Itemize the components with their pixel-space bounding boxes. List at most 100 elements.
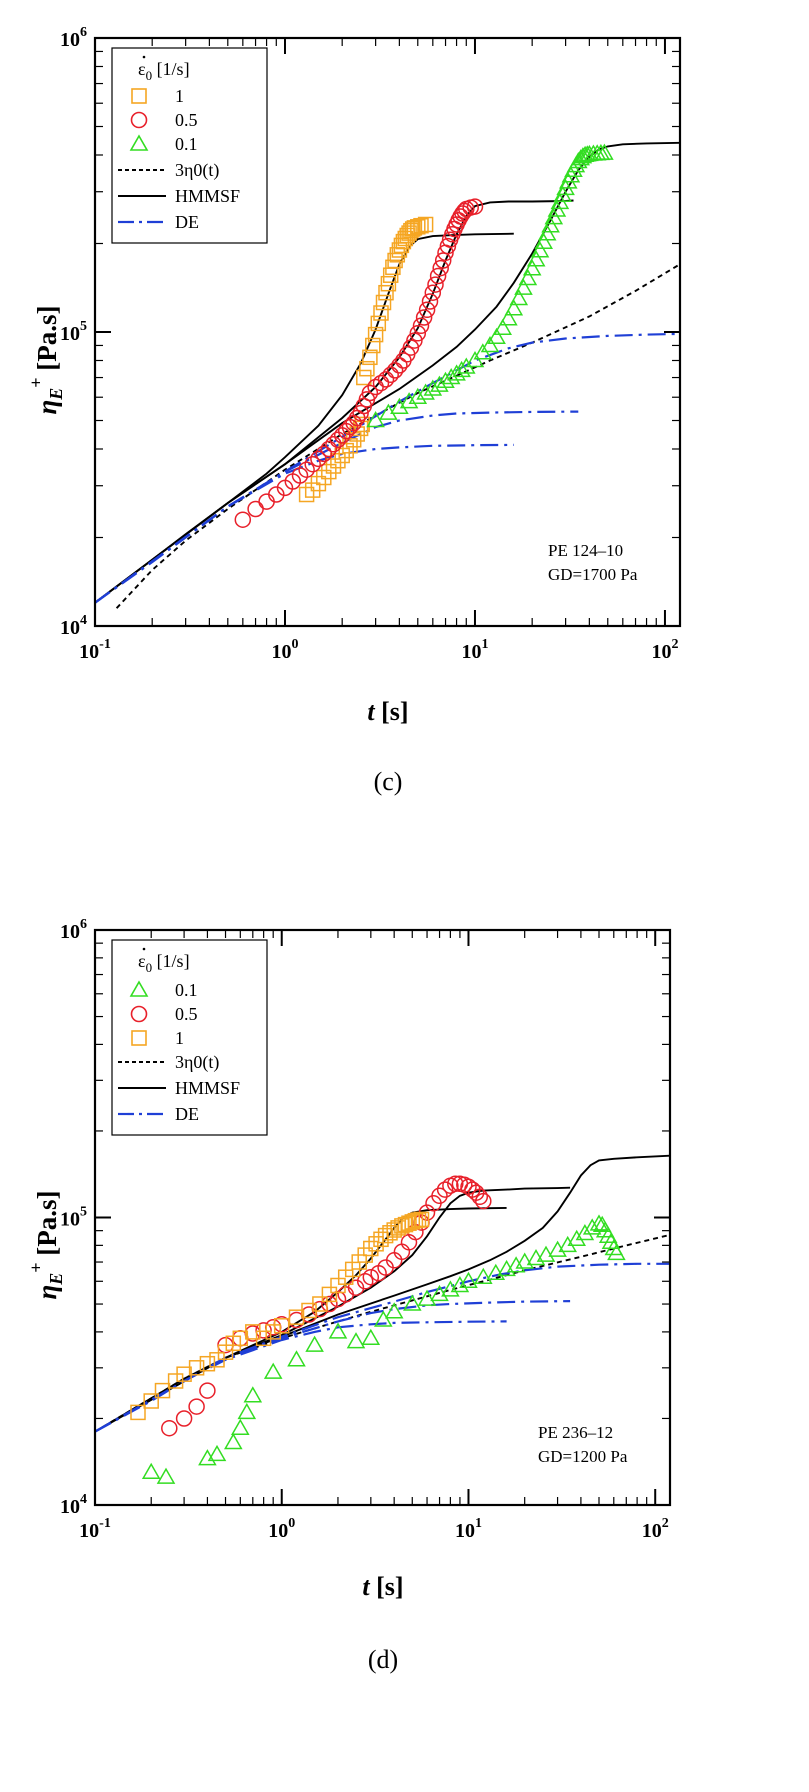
data-point-circle	[199, 1382, 216, 1399]
data-point-triangle	[263, 1362, 283, 1379]
data-point-circle	[298, 461, 315, 478]
legend-label-3eta: 3η0(t)	[175, 160, 219, 181]
data-point-square	[273, 1318, 290, 1334]
panel-label-d: (d)	[368, 1645, 398, 1674]
legend-c: ε0 [1/s] 1 0.5 0.1 3η0(t) HMMSF DE	[111, 47, 268, 244]
data-point-circle	[329, 431, 347, 449]
y-tick-label: 105	[60, 1205, 87, 1231]
x-tick-label: 100	[271, 637, 298, 663]
data-point-circle	[471, 1188, 489, 1206]
x-axis-label-d: t [s]	[362, 1572, 403, 1601]
data-point-square	[265, 1324, 281, 1340]
x-tick-label: 10-1	[79, 1516, 111, 1542]
legend-box-c	[111, 47, 268, 244]
legend-marker-square	[131, 1030, 147, 1046]
series-markers-0-1	[141, 1214, 626, 1484]
data-point-triangle	[595, 143, 614, 160]
data-point-square	[325, 458, 342, 474]
data-point-square	[130, 1404, 146, 1421]
data-point-square	[321, 463, 337, 480]
data-point-triangle	[450, 1275, 470, 1293]
data-point-triangle	[515, 1252, 534, 1269]
data-point-circle	[439, 237, 457, 255]
data-point-circle	[391, 357, 408, 374]
data-point-triangle	[224, 1432, 243, 1450]
data-point-circle	[434, 252, 452, 269]
data-point-triangle	[559, 172, 578, 189]
data-point-circle	[321, 1295, 338, 1313]
data-point-square	[417, 216, 434, 233]
data-point-square	[310, 475, 327, 492]
legend-box-d	[111, 939, 268, 1136]
annotation-sample-c: PE 124–10	[548, 541, 623, 560]
data-point-square	[391, 242, 408, 258]
legend-label-hmmsf: HMMSF	[175, 1078, 240, 1098]
data-point-square	[334, 447, 350, 464]
data-point-circle	[362, 1268, 380, 1286]
data-point-circle	[268, 486, 285, 503]
data-point-circle	[409, 325, 427, 342]
data-point-circle	[188, 1398, 205, 1415]
plot-series-c	[95, 141, 680, 609]
data-point-triangle	[522, 259, 542, 276]
data-point-square	[373, 305, 389, 321]
data-point-square	[410, 219, 426, 235]
data-point-triangle	[361, 1328, 381, 1346]
legend-marker-circle	[130, 1005, 148, 1023]
data-point-square	[380, 275, 397, 292]
data-point-square	[312, 1296, 328, 1312]
data-point-square	[365, 337, 381, 354]
data-point-triangle	[287, 1350, 306, 1367]
data-point-triangle	[487, 327, 506, 344]
data-point-circle	[352, 404, 369, 422]
data-point-triangle	[534, 232, 553, 249]
series-line-de	[95, 1262, 670, 1433]
data-point-square	[363, 1240, 379, 1257]
data-point-circle	[454, 205, 471, 222]
data-point-circle	[431, 1187, 448, 1205]
data-point-triangle	[384, 1302, 404, 1319]
data-point-circle	[377, 371, 395, 388]
data-point-triangle	[231, 1418, 250, 1435]
legend-marker-triangle	[129, 980, 149, 997]
data-point-triangle	[537, 224, 557, 241]
legend-marker-circle	[130, 111, 148, 129]
data-point-triangle	[526, 1248, 546, 1266]
data-point-circle	[432, 259, 449, 277]
data-point-square	[404, 221, 421, 237]
annotation-sample-d: PE 236–12	[538, 1423, 613, 1442]
data-point-triangle	[474, 1267, 493, 1284]
data-point-circle	[347, 1279, 365, 1296]
data-point-square	[362, 349, 378, 366]
plot-series-d	[95, 1154, 670, 1484]
data-point-square	[188, 1360, 205, 1376]
annotation-c: PE 124–10 GD=1700 Pa	[548, 541, 638, 584]
legend-label-de: DE	[175, 1104, 199, 1124]
legend-marker-triangle	[129, 134, 149, 151]
y-axis-label-c: ηE+ [Pa.s]	[26, 305, 66, 414]
data-point-triangle	[526, 250, 546, 267]
data-point-triangle	[480, 335, 500, 353]
data-point-circle	[247, 500, 264, 518]
data-point-circle	[356, 1273, 374, 1290]
data-point-triangle	[509, 288, 529, 306]
data-point-circle	[320, 440, 338, 458]
data-point-triangle	[607, 1243, 626, 1261]
data-point-square	[389, 247, 406, 263]
data-point-triangle	[499, 309, 518, 326]
data-point-triangle	[156, 1467, 176, 1484]
data-point-circle	[424, 284, 442, 301]
data-point-square	[413, 1211, 430, 1228]
data-point-triangle	[504, 299, 524, 316]
legend-d: ε0 [1/s] 0.1 0.5 1 3η0(t) HMMSF DE	[111, 939, 268, 1136]
data-point-triangle	[207, 1444, 227, 1462]
data-point-square	[413, 217, 429, 234]
data-point-square	[387, 252, 403, 269]
data-point-circle	[315, 445, 333, 463]
data-point-triangle	[374, 1310, 393, 1327]
data-point-square	[370, 315, 387, 332]
series-line-de	[95, 332, 680, 604]
data-point-circle	[258, 493, 275, 510]
